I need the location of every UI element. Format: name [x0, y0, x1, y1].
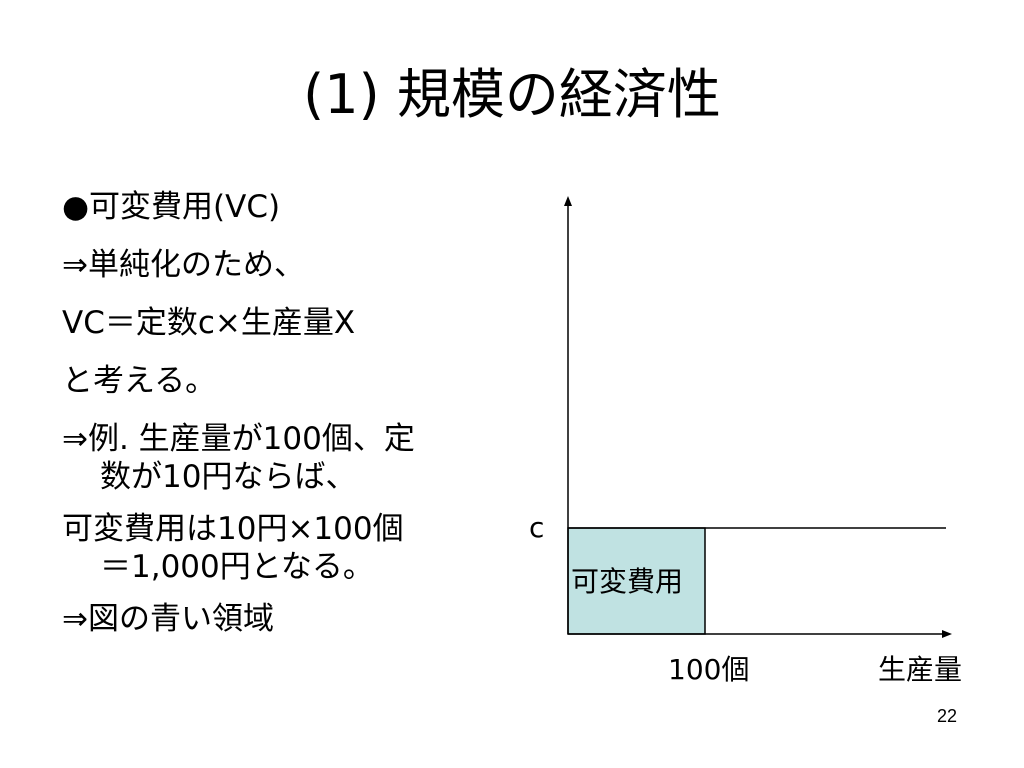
y-axis-label: c — [529, 511, 545, 544]
area-label: 可変費用 — [571, 565, 684, 598]
bullet-text: ⇒単純化のため、 — [62, 247, 305, 283]
bullet-text-continued: 数が10円ならば、 — [100, 459, 357, 495]
variable-cost-area — [567, 527, 706, 635]
bullet-variable-cost: ●可変費用(VC) — [62, 188, 512, 226]
bullet-formula: VC＝定数c×生産量X — [62, 304, 512, 342]
bullet-consider: と考える。 — [62, 362, 512, 400]
x-axis-arrow — [942, 630, 952, 638]
bullet-text-continued: ＝1,000円となる。 — [100, 549, 374, 585]
bullet-text: と考える。 — [62, 363, 217, 399]
bullet-text: ⇒例. 生産量が100個、定 — [62, 421, 415, 457]
diagram-graphic — [564, 196, 952, 638]
bullet-text: ⇒図の青い領域 — [62, 601, 274, 637]
y-axis-arrow — [564, 196, 572, 206]
bullet-text: 可変費用は10円×100個 — [62, 511, 404, 547]
bullet-blue-area: ⇒図の青い領域 — [62, 600, 512, 638]
x-tick-label: 100個 — [668, 653, 750, 686]
bullet-list: ●可変費用(VC) ⇒単純化のため、 VC＝定数c×生産量X と考える。 ⇒例.… — [62, 188, 512, 658]
bullet-example: ⇒例. 生産量が100個、定 数が10円ならば、 — [62, 420, 512, 496]
page-number: 22 — [937, 706, 958, 726]
x-axis-label: 生産量 — [878, 653, 963, 686]
slide-title: (1) 規模の経済性 — [303, 63, 721, 126]
bullet-text: VC＝定数c×生産量X — [62, 305, 356, 341]
cost-diagram: c 可変費用 100個 生産量 — [520, 190, 1000, 690]
bullet-text: ●可変費用(VC) — [62, 189, 281, 225]
bullet-calculation: 可変費用は10円×100個 ＝1,000円となる。 — [62, 510, 512, 586]
bullet-simplification: ⇒単純化のため、 — [62, 246, 512, 284]
